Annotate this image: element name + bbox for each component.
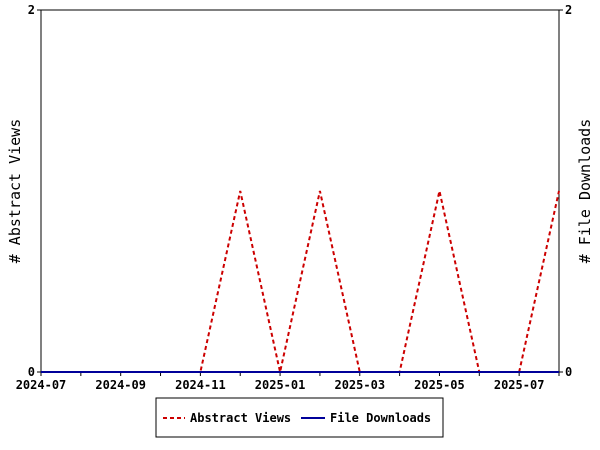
- x-tick-label: 2024-07: [16, 378, 67, 392]
- x-tick-label: 2024-11: [175, 378, 226, 392]
- legend-label-abstract-views: Abstract Views: [190, 411, 291, 425]
- plot-frame: [40, 9, 560, 373]
- x-tick-label: 2025-05: [414, 378, 465, 392]
- x-tick-label: 2024-09: [95, 378, 146, 392]
- tick-labels: 2024-07 2024-09 2024-11 2025-01 2025-03 2025-…: [16, 3, 573, 392]
- y-axis-right-title: # File Downloads: [576, 119, 594, 264]
- series-line-abstract-views: [41, 190, 560, 373]
- x-tick-label: 2025-03: [334, 378, 385, 392]
- x-tick-label: 2025-07: [494, 378, 545, 392]
- legend-frame: [155, 397, 444, 438]
- legend-label-file-downloads: File Downloads: [330, 411, 431, 425]
- y-tick-label-left: 0: [28, 365, 35, 379]
- y-tick-label-left: 2: [28, 3, 35, 17]
- y-tick-label-right: 2: [565, 3, 572, 17]
- y-axis-left-title: # Abstract Views: [6, 119, 24, 264]
- axis-ticks: [37, 9, 563, 376]
- legend: Abstract Views File Downloads: [155, 397, 444, 438]
- y-tick-label-right: 0: [565, 365, 572, 379]
- series-layer: [41, 190, 560, 373]
- x-tick-label: 2025-01: [255, 378, 306, 392]
